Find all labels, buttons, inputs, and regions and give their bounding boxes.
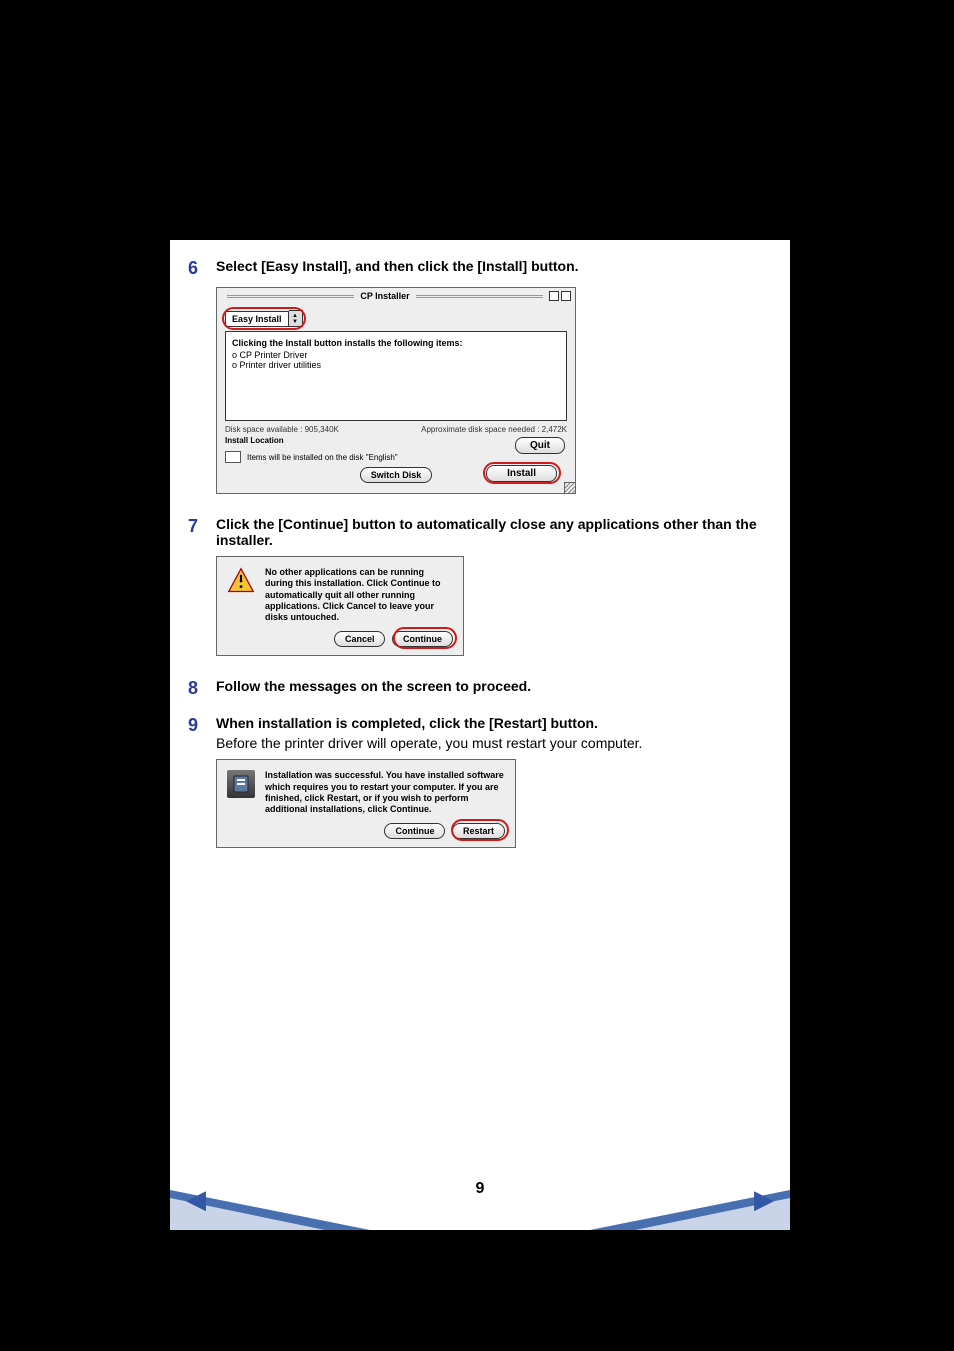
install-location-text: Items will be installed on the disk "Eng… [247,453,398,462]
manual-page: 6 Select [Easy Install], and then click … [170,240,790,1230]
step-number: 9 [170,715,216,736]
installer-footer: Disk space available : 905,340K Approxim… [217,421,575,493]
install-mode-select[interactable]: Easy Install [225,310,303,327]
installer-body-heading: Clicking the Install button installs the… [232,338,560,348]
installer-body-item: o Printer driver utilities [232,360,560,370]
install-mode-label: Easy Install [225,311,289,327]
page-number: 9 [476,1180,485,1198]
switch-disk-button[interactable]: Switch Disk [360,467,433,483]
installer-body: Clicking the Install button installs the… [225,331,567,421]
step-6: 6 Select [Easy Install], and then click … [170,258,790,279]
step-text: Follow the messages on the screen to pro… [216,678,790,694]
page-footer: ◀ 9 ▶ [170,1174,790,1230]
window-button[interactable] [561,291,571,301]
continue-button[interactable]: Continue [384,823,445,839]
step-7: 7 Click the [Continue] button to automat… [170,516,790,548]
window-buttons [549,291,571,301]
step-subtext: Before the printer driver will operate, … [216,735,778,751]
install-button[interactable]: Install [486,465,557,482]
warning-icon [227,567,255,595]
step-9: 9 When installation is completed, click … [170,715,790,751]
success-dialog: Installation was successful. You have in… [216,759,516,848]
step-instruction: Click the [Continue] button to automatic… [216,516,757,548]
step-text: Click the [Continue] button to automatic… [216,516,790,548]
disk-available: Disk space available : 905,340K [225,425,339,434]
figure-installer: CP Installer Easy Install Clicking the I… [170,287,790,494]
step-text: Select [Easy Install], and then click th… [216,258,790,274]
figure-success-dialog: Installation was successful. You have in… [170,759,790,848]
disk-needed: Approximate disk space needed : 2,472K [421,425,567,434]
step-8: 8 Follow the messages on the screen to p… [170,678,790,699]
installer-titlebar: CP Installer [217,288,575,304]
cp-installer-window: CP Installer Easy Install Clicking the I… [216,287,576,494]
cancel-button[interactable]: Cancel [334,631,386,647]
restart-button[interactable]: Restart [452,823,505,839]
disk-icon [225,451,241,463]
step-instruction: Follow the messages on the screen to pro… [216,678,531,694]
success-message: Installation was successful. You have in… [265,770,505,815]
step-instruction: When installation is completed, click th… [216,715,598,731]
resize-grip-icon [564,482,576,494]
dropdown-arrows-icon [289,310,303,327]
installer-title: CP Installer [360,291,409,301]
figure-warning-dialog: No other applications can be running dur… [170,556,790,656]
installer-body-item: o CP Printer Driver [232,350,560,360]
step-instruction: Select [Easy Install], and then click th… [216,258,579,274]
step-number: 8 [170,678,216,699]
install-icon [227,770,255,798]
warning-message: No other applications can be running dur… [265,567,453,623]
window-button[interactable] [549,291,559,301]
step-number: 6 [170,258,216,279]
step-number: 7 [170,516,216,537]
prev-page-arrow-icon[interactable]: ◀ [186,1184,206,1215]
warning-dialog: No other applications can be running dur… [216,556,464,656]
next-page-arrow-icon[interactable]: ▶ [754,1184,774,1215]
continue-button[interactable]: Continue [392,631,453,647]
step-text: When installation is completed, click th… [216,715,790,751]
quit-button[interactable]: Quit [515,437,565,454]
